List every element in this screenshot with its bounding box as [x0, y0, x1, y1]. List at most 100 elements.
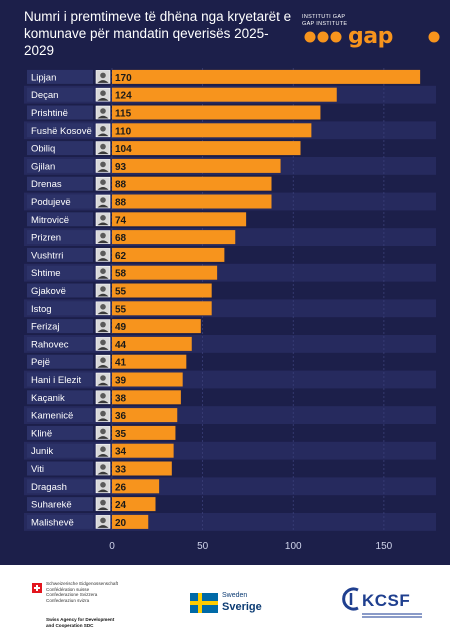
category-label: Shtime: [31, 268, 61, 279]
bar: [112, 123, 312, 138]
mayor-photo-head: [100, 428, 106, 435]
category-label-box: [27, 87, 93, 102]
category-label-box: [27, 479, 93, 494]
bar-chart: 0 50 100 150 Lipjan 170 Deçan 124 Prishtinë 115 Fu…: [24, 68, 436, 552]
category-label: Lipjan: [31, 72, 56, 83]
bar: [112, 105, 321, 120]
category-label-box: [27, 69, 93, 84]
category-label: Deçan: [31, 90, 58, 101]
bar: [112, 230, 236, 245]
data-label: 110: [115, 126, 132, 137]
kcsf-tagline-lines: [362, 613, 422, 619]
data-label: 55: [115, 287, 127, 298]
category-label-box: [27, 497, 93, 512]
category-label: Viti: [31, 464, 44, 475]
category-label-box: [27, 336, 93, 351]
bar: [112, 247, 225, 262]
data-label: 93: [115, 162, 127, 173]
mayor-photo-shoulders: [97, 418, 109, 422]
mayor-photo-shoulders: [97, 311, 109, 315]
data-label: 39: [115, 376, 127, 387]
mayor-photo-shoulders: [97, 169, 109, 172]
data-label: 33: [115, 465, 127, 476]
mayor-photo-head: [100, 446, 106, 453]
data-label: 115: [115, 109, 132, 120]
mayor-photo-shoulders: [97, 258, 109, 261]
category-label-box: [27, 176, 93, 191]
bar: [112, 194, 272, 209]
mayor-photo-shoulders: [97, 275, 109, 279]
category-label-box: [27, 443, 93, 458]
category-label-box: [27, 212, 93, 227]
data-label: 104: [115, 144, 132, 155]
mayor-photo-shoulders: [97, 186, 109, 190]
mayor-photo-shoulders: [97, 222, 109, 226]
swedish-flag-icon: [190, 593, 218, 613]
category-label-box: [27, 158, 93, 173]
category-label: Prizren: [31, 233, 61, 244]
bar: [112, 514, 149, 529]
x-tick-label: 50: [197, 541, 209, 552]
bar: [112, 158, 281, 173]
category-label: Istog: [31, 304, 52, 315]
category-label-box: [27, 461, 93, 476]
bar: [112, 265, 218, 280]
category-label-box: [27, 265, 93, 280]
footer-sponsors: Schweizerische Eidgenossenschaft Confédé…: [0, 565, 450, 640]
mayor-photo-shoulders: [97, 115, 109, 119]
bar: [112, 87, 337, 102]
category-label: Dragash: [31, 482, 67, 493]
bar: [112, 283, 212, 298]
x-tick-label: 100: [285, 541, 302, 552]
mayor-photo-shoulders: [97, 471, 109, 475]
bar: [112, 69, 421, 84]
mayor-photo-head: [100, 286, 106, 292]
gap-logo-caption: INSTITUTI GAP GAP INSTITUTE: [302, 14, 347, 28]
gap-logo-dots-icon: [304, 31, 440, 43]
category-label-box: [27, 247, 93, 262]
sdc-logo: Schweizerische Eidgenossenschaft Confédé…: [28, 577, 168, 633]
mayor-photo-shoulders: [97, 97, 109, 101]
mayor-photo-head: [100, 517, 106, 524]
data-label: 58: [115, 269, 127, 280]
category-label: Mitrovicë: [31, 215, 69, 226]
mayor-photo-shoulders: [97, 364, 109, 368]
bar: [112, 479, 160, 494]
mayor-photo-head: [100, 464, 106, 470]
sweden-logo-text: Sweden Sverige: [222, 591, 262, 614]
mayor-photo-shoulders: [97, 382, 109, 386]
mayor-photo-head: [100, 215, 106, 221]
mayor-photo-shoulders: [97, 329, 109, 333]
swiss-flag-icon: [32, 583, 42, 593]
mayor-photo-head: [100, 126, 106, 132]
category-label-box: [27, 425, 93, 440]
gap-logo-caption-line-1: INSTITUTI GAP: [302, 14, 346, 20]
mayor-photo-head: [100, 339, 106, 346]
category-label: Vushtrri: [31, 250, 63, 261]
mayor-photo-shoulders: [97, 80, 109, 83]
data-label: 88: [115, 180, 127, 191]
category-label: Prishtinë: [31, 108, 68, 119]
data-label: 88: [115, 198, 127, 209]
bar: [112, 443, 174, 458]
sdc-line-3: Confederazione Svizzera: [46, 592, 98, 598]
mayor-photo-shoulders: [97, 151, 109, 155]
kcsf-logo: KCSF: [342, 587, 430, 627]
mayor-photo-head: [100, 143, 106, 150]
sweden-logo: Sweden Sverige: [190, 591, 270, 621]
mayor-photo-shoulders: [97, 240, 109, 244]
category-label-box: [27, 319, 93, 334]
mayor-photo-shoulders: [97, 347, 109, 350]
bar: [112, 497, 156, 512]
sdc-agency-line-1: Swiss Agency for Development: [46, 617, 115, 622]
mayor-photo-shoulders: [97, 453, 109, 457]
kcsf-mark-icon: [342, 587, 359, 611]
bar: [112, 461, 172, 476]
bar: [112, 319, 201, 334]
mayor-photo-head: [100, 232, 106, 239]
data-label: 41: [115, 358, 127, 369]
mayor-photo-head: [100, 108, 106, 114]
category-label: Kaçanik: [31, 393, 65, 404]
gap-institute-logo: INSTITUTI GAP GAP INSTITUTE gap: [302, 14, 440, 50]
